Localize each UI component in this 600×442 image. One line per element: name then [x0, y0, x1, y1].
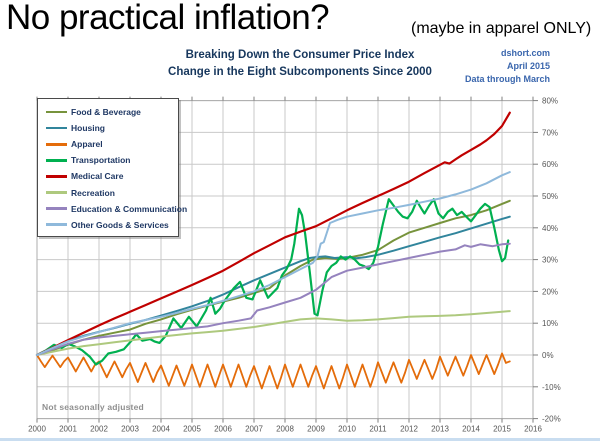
legend-swatch: [46, 126, 67, 130]
slide-bottom-border: [0, 438, 600, 441]
x-axis-label: 2012: [400, 425, 418, 434]
y-axis-label: 0%: [542, 351, 554, 360]
legend-label: Transportation: [71, 155, 131, 166]
legend-item: Education & Communication: [46, 201, 187, 217]
chart-title: Breaking Down the Consumer Price Index: [185, 49, 415, 61]
legend-swatch: [46, 223, 67, 226]
legend-item: Food & Beverage: [46, 104, 178, 120]
legend-label: Apparel: [71, 139, 103, 150]
x-axis-label: 2003: [121, 425, 139, 434]
legend-swatch: [46, 175, 67, 178]
legend-label: Other Goods & Services: [71, 219, 169, 230]
series-line-food-beverage: [36, 199, 511, 356]
page-title-note: (maybe in apparel ONLY): [411, 20, 592, 37]
series-line-other-goods-services: [36, 171, 511, 356]
x-axis-label: 2011: [369, 425, 387, 434]
legend-item: Medical Care: [46, 168, 178, 184]
x-axis-label: 2014: [462, 425, 480, 434]
y-axis-label: 20%: [542, 287, 558, 296]
legend-item: Transportation: [46, 152, 178, 168]
x-axis-label: 2013: [431, 425, 449, 434]
legend-item: Housing: [46, 120, 178, 136]
y-axis-label: 70%: [542, 128, 558, 137]
x-axis-label: 2006: [214, 425, 232, 434]
series-line-education-communication: [36, 242, 511, 356]
credit-date: April 2015: [506, 61, 550, 71]
y-axis-label: 30%: [542, 256, 558, 265]
x-axis-label: 2015: [493, 425, 511, 434]
legend-swatch: [46, 207, 67, 210]
legend-swatch: [46, 110, 67, 114]
y-axis-label: -20%: [542, 415, 561, 424]
legend-swatch: [46, 159, 67, 162]
x-axis-label: 2002: [90, 425, 108, 434]
legend-label: Recreation: [71, 187, 115, 198]
legend-swatch: [46, 191, 67, 194]
legend-item: Other Goods & Services: [46, 217, 178, 233]
x-axis-label: 2001: [59, 425, 77, 434]
legend-label: Food & Beverage: [71, 107, 141, 118]
x-axis-label: 2009: [307, 425, 325, 434]
credit-data-range: Data through March: [464, 74, 550, 84]
credit-block: dshort.com April 2015 Data through March: [430, 47, 550, 86]
legend-label: Education & Communication: [71, 203, 188, 214]
chart-title-block: Breaking Down the Consumer Price Index C…: [150, 47, 450, 81]
x-axis-label: 2016: [524, 425, 542, 434]
y-axis-label: 50%: [542, 192, 558, 201]
legend-label: Housing: [71, 123, 105, 134]
series-line-apparel: [36, 352, 511, 390]
x-axis-label: 2000: [28, 425, 46, 434]
footnote: Not seasonally adjusted: [42, 402, 144, 412]
y-axis-label: -10%: [542, 383, 561, 392]
credit-site: dshort.com: [500, 48, 550, 58]
page-title: No practical inflation?: [6, 0, 330, 37]
y-axis-label: 10%: [542, 319, 558, 328]
x-axis-label: 2004: [152, 425, 170, 434]
series-line-medical-care: [35, 111, 511, 357]
x-axis-label: 2008: [276, 425, 294, 434]
chart-legend: Food & Beverage Housing Apparel Transportat…: [37, 98, 187, 237]
y-axis-label: 80%: [542, 97, 558, 106]
chart-subtitle: Change in the Eight Subcomponents Since …: [168, 66, 432, 78]
x-axis-label: 2005: [183, 425, 201, 434]
legend-label: Medical Care: [71, 171, 124, 182]
legend-swatch: [46, 142, 67, 146]
series-line-recreation: [36, 310, 511, 356]
x-axis-label: 2010: [338, 425, 356, 434]
legend-item: Recreation: [46, 184, 178, 200]
y-axis-label: 60%: [542, 160, 558, 169]
y-axis-label: 40%: [542, 224, 558, 233]
legend-item: Apparel: [46, 136, 178, 152]
x-axis-label: 2007: [245, 425, 263, 434]
